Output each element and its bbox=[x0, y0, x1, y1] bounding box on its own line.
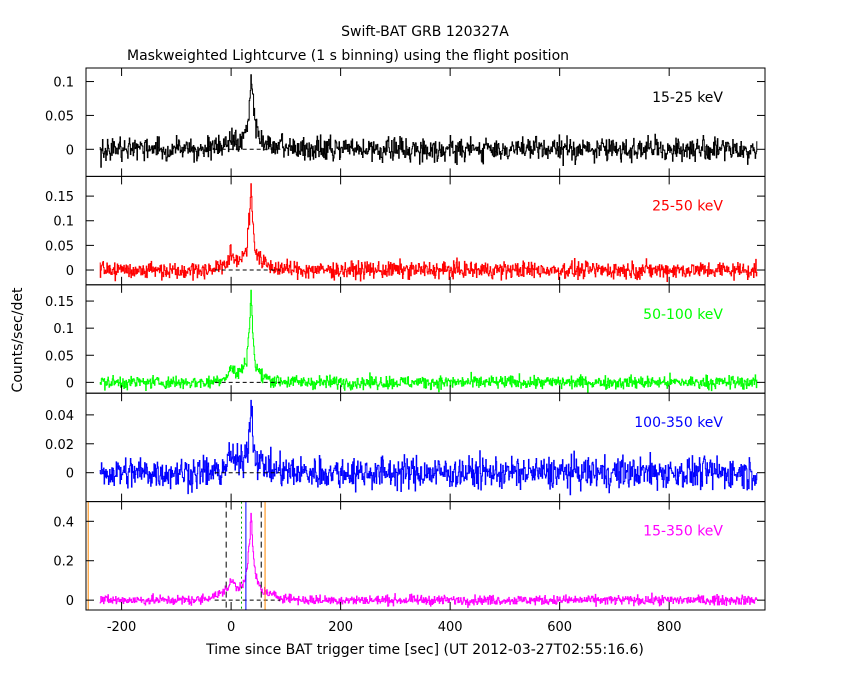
x-tick-label: -200 bbox=[107, 620, 137, 635]
panel-frame bbox=[85, 501, 766, 611]
x-tick-label: 400 bbox=[438, 620, 463, 635]
x-axis-label: Time since BAT trigger time [sec] (UT 20… bbox=[205, 642, 644, 658]
series-line bbox=[99, 289, 758, 394]
y-axis-label: Counts/sec/det bbox=[10, 287, 26, 392]
panel-3: 0 0.05 0.1 0.15 50-100 keV bbox=[45, 284, 766, 394]
band-label: 25-50 keV bbox=[652, 198, 723, 214]
band-label: 15-25 keV bbox=[652, 90, 723, 106]
y-tick-label: 0.4 bbox=[53, 515, 74, 530]
series-line bbox=[99, 512, 758, 608]
y-tick-label: 0 bbox=[66, 594, 74, 609]
y-tick-label: 0 bbox=[66, 264, 74, 279]
band-label: 50-100 keV bbox=[643, 307, 723, 323]
series-line bbox=[99, 183, 758, 283]
panel-4: 0 0.02 0.04 100-350 keV bbox=[45, 392, 766, 503]
y-tick-label: 0.05 bbox=[45, 109, 74, 124]
x-tick-label: 800 bbox=[657, 620, 682, 635]
panel-5: 0 0.2 0.4 15-350 keV bbox=[53, 501, 766, 611]
band-label: 100-350 keV bbox=[634, 415, 723, 431]
y-tick-label: 0.15 bbox=[45, 190, 74, 205]
y-tick-label: 0 bbox=[66, 467, 74, 482]
y-tick-label: 0.02 bbox=[45, 438, 74, 453]
panel-frame bbox=[85, 284, 766, 394]
x-tick-label: 200 bbox=[328, 620, 353, 635]
band-label: 15-350 keV bbox=[643, 524, 723, 540]
chart-title: Swift-BAT GRB 120327A bbox=[341, 24, 509, 40]
panel-frame bbox=[85, 67, 766, 177]
y-tick-label: 0 bbox=[66, 143, 74, 158]
y-tick-label: 0.1 bbox=[53, 215, 74, 230]
panel-1: 0 0.05 0.1 15-25 keV bbox=[45, 67, 766, 177]
y-tick-label: 0.05 bbox=[45, 349, 74, 364]
y-tick-label: 0 bbox=[66, 376, 74, 391]
series-line bbox=[99, 74, 758, 168]
y-tick-label: 0.05 bbox=[45, 239, 74, 254]
y-tick-label: 0.15 bbox=[45, 295, 74, 310]
x-tick-label: 600 bbox=[547, 620, 572, 635]
series-line bbox=[99, 399, 758, 496]
x-tick-label: 0 bbox=[227, 620, 235, 635]
panel-2: 0 0.05 0.1 0.15 25-50 keV bbox=[45, 175, 766, 286]
y-tick-label: 0.1 bbox=[53, 76, 74, 91]
y-tick-label: 0.2 bbox=[53, 555, 74, 570]
y-tick-label: 0.04 bbox=[45, 409, 74, 424]
chart-subtitle: Maskweighted Lightcurve (1 s binning) us… bbox=[127, 48, 569, 64]
y-tick-label: 0.1 bbox=[53, 322, 74, 337]
